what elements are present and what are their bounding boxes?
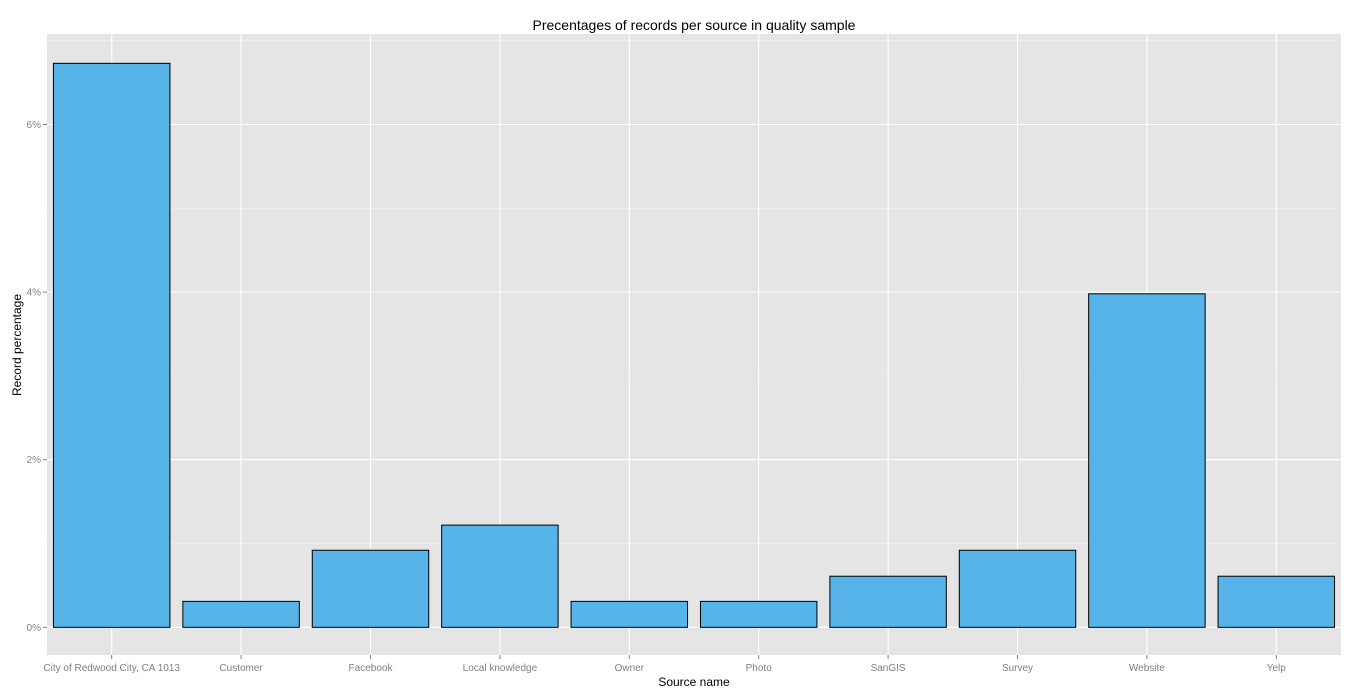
bar [1217,575,1336,628]
y-tick-label: 0% [27,623,42,634]
x-axis-title: Source name [658,675,730,689]
bar [52,62,171,628]
y-axis-ticks: 0% 2% 4% 6% [27,120,47,634]
x-tick-label: City of Redwood City, CA 1013 [43,663,180,674]
bar [182,600,300,628]
x-axis-ticks: City of Redwood City, CA 1013 Customer Fac… [43,655,1286,674]
chart-title: Precentages of records per source in qua… [533,17,856,33]
x-tick-label: Customer [219,663,263,674]
y-axis-title: Record percentage [10,294,24,396]
x-tick-label: Photo [746,663,773,674]
x-tick-label: Website [1129,663,1165,674]
bar [699,600,818,628]
x-tick-label: Yelp [1267,663,1287,674]
bar [829,575,947,628]
y-tick-label: 6% [27,120,42,131]
bars [52,62,1336,628]
bar [441,524,559,628]
bar [311,549,430,628]
x-tick-label: SanGIS [871,663,906,674]
y-tick-label: 2% [27,455,42,466]
x-tick-label: Local knowledge [463,663,538,674]
bar [1088,293,1206,628]
bar [570,600,689,628]
bar [958,549,1077,628]
y-tick-label: 4% [27,288,42,299]
x-tick-label: Survey [1002,663,1033,674]
x-tick-label: Owner [615,663,645,674]
x-tick-label: Facebook [349,663,394,674]
